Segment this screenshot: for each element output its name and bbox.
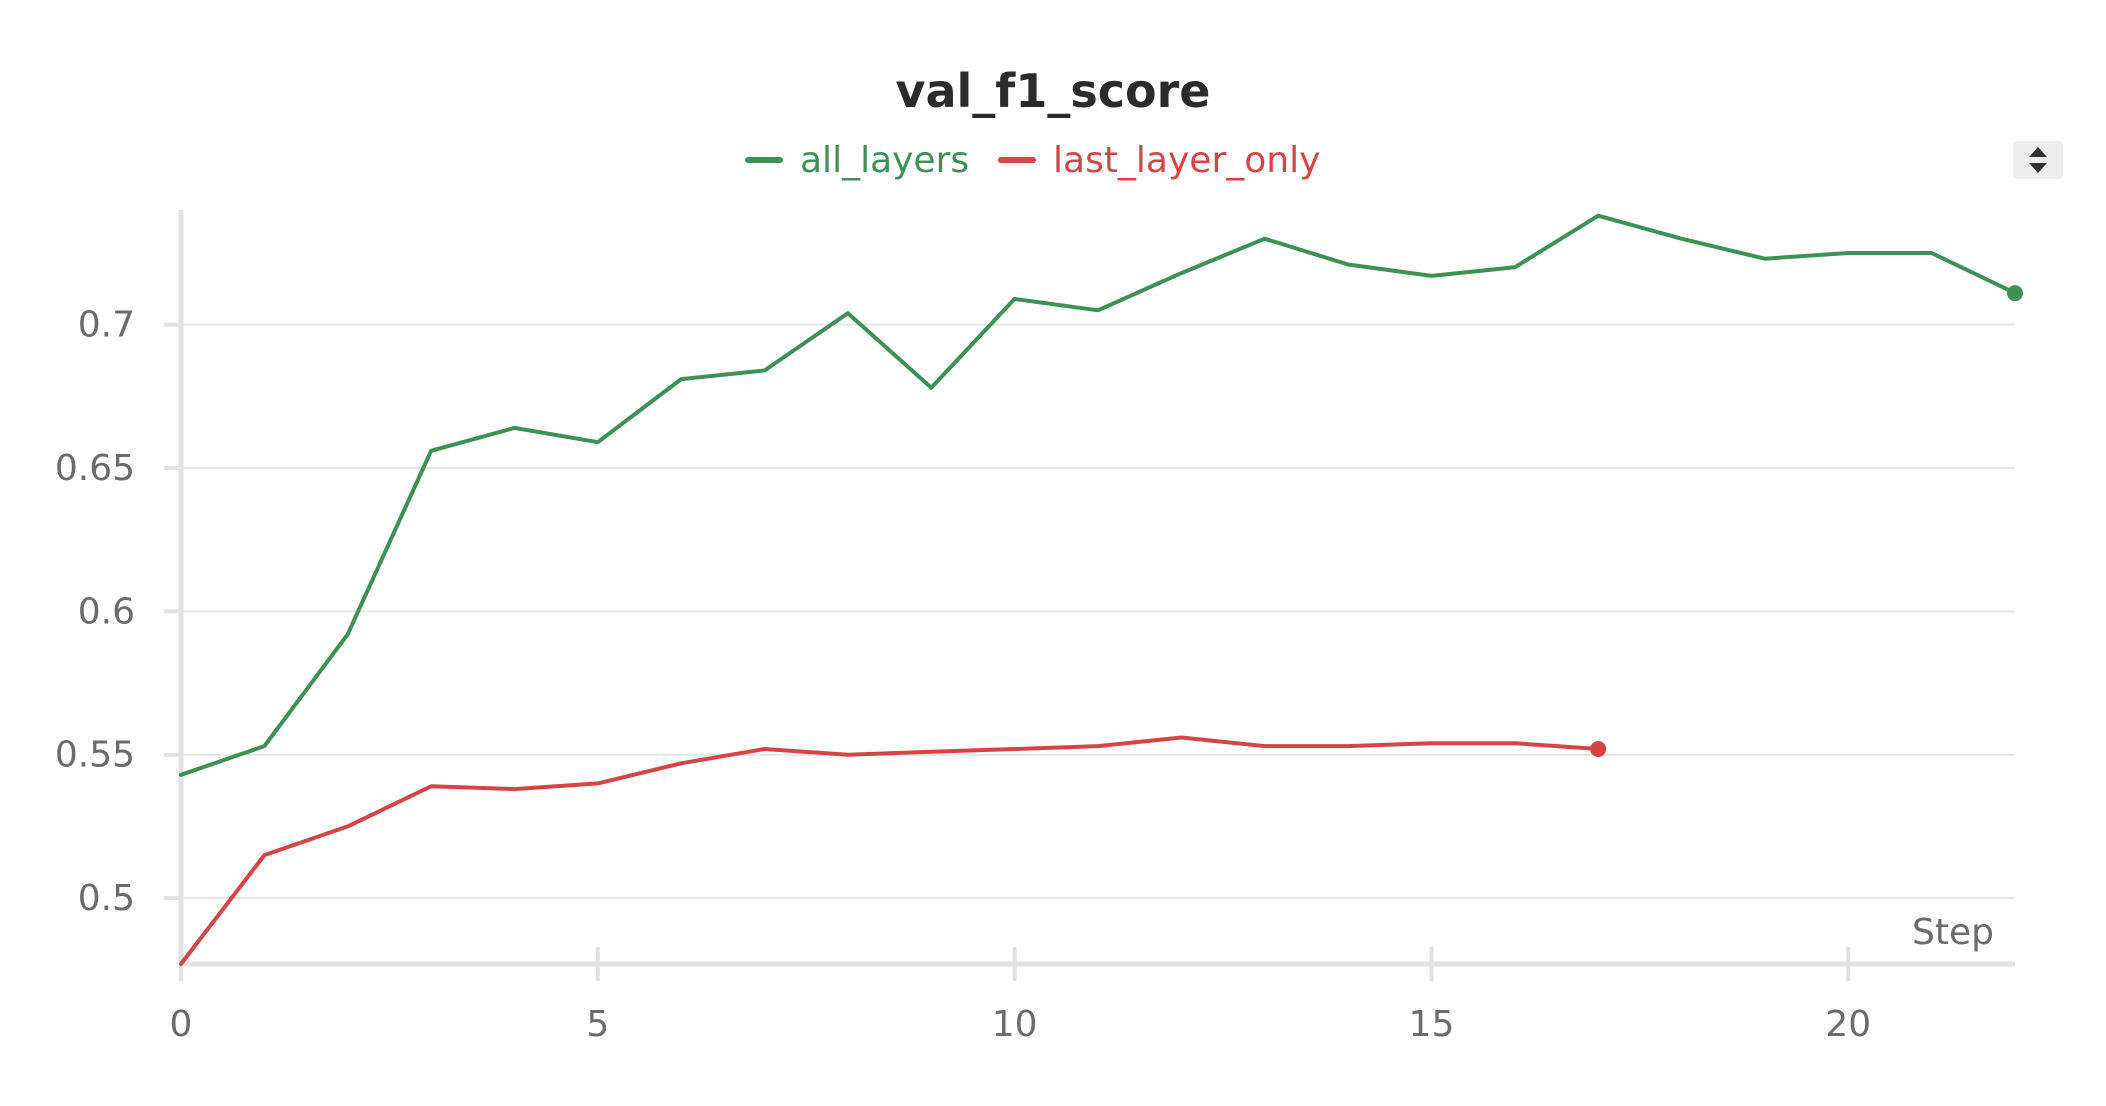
series-endpoint-last_layer_only [1590,740,1607,757]
chart-title: val_f1_score [896,64,1211,118]
series-line-all_layers [179,213,2017,777]
legend: all_layers last_layer_only [745,140,1320,181]
axes: 0 5 10 15 20 [170,210,2015,1045]
series-endpoint-all_layers [2007,285,2023,302]
legend-item-all_layers[interactable]: all_layers [745,140,969,181]
series-group [179,213,2023,966]
x-tick-label: 10 [992,1004,1038,1045]
x-tick-label: 15 [1409,1004,1455,1045]
legend-label: last_layer_only [1053,140,1320,181]
y-tick-label: 0.7 [78,305,135,346]
x-axis-label: Step [1912,912,1994,953]
legend-label: all_layers [800,140,969,181]
y-tick-label: 0.65 [55,448,135,489]
grid-lines: 0.5 0.55 0.6 0.65 0.7 [55,305,2015,919]
y-tick-label: 0.5 [78,878,135,919]
y-tick-label: 0.55 [55,735,135,776]
legend-item-last_layer_only[interactable]: last_layer_only [998,140,1320,181]
sort-up-down-icon[interactable] [2013,141,2063,179]
series-line-last_layer_only [179,735,1601,966]
x-tick-label: 5 [586,1004,609,1045]
y-tick-label: 0.6 [78,591,135,632]
x-tick-label: 20 [1825,1004,1871,1045]
x-tick-label: 0 [170,1004,193,1045]
